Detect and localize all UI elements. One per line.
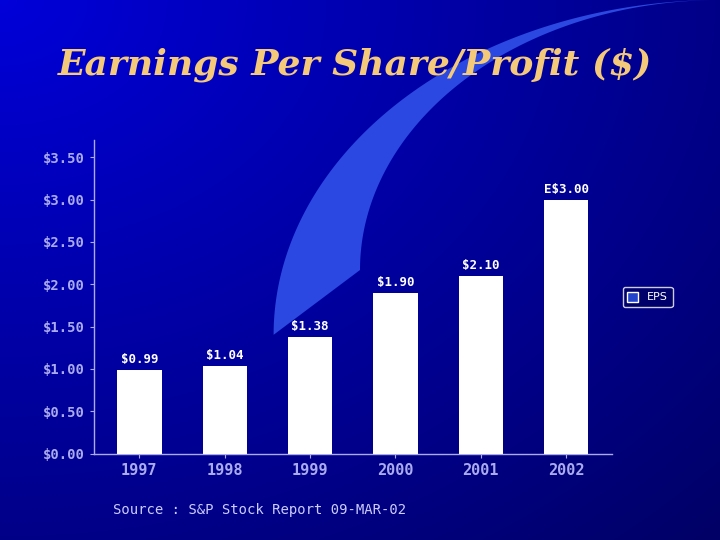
Text: Earnings Per Share/Profit ($): Earnings Per Share/Profit ($) <box>58 48 652 82</box>
Text: $1.38: $1.38 <box>292 320 329 333</box>
Bar <box>117 370 161 454</box>
Bar <box>373 293 418 454</box>
Bar <box>202 366 247 454</box>
Text: $1.90: $1.90 <box>377 276 414 289</box>
Polygon shape <box>274 0 720 335</box>
Text: E$3.00: E$3.00 <box>544 183 589 196</box>
Text: Source : S&P Stock Report 09-MAR-02: Source : S&P Stock Report 09-MAR-02 <box>112 503 406 517</box>
Bar <box>288 337 333 454</box>
Text: $2.10: $2.10 <box>462 259 500 273</box>
Bar <box>459 276 503 454</box>
Bar <box>544 200 588 454</box>
Text: $1.04: $1.04 <box>206 349 243 362</box>
Legend: EPS: EPS <box>623 287 672 307</box>
Text: $0.99: $0.99 <box>121 353 158 367</box>
